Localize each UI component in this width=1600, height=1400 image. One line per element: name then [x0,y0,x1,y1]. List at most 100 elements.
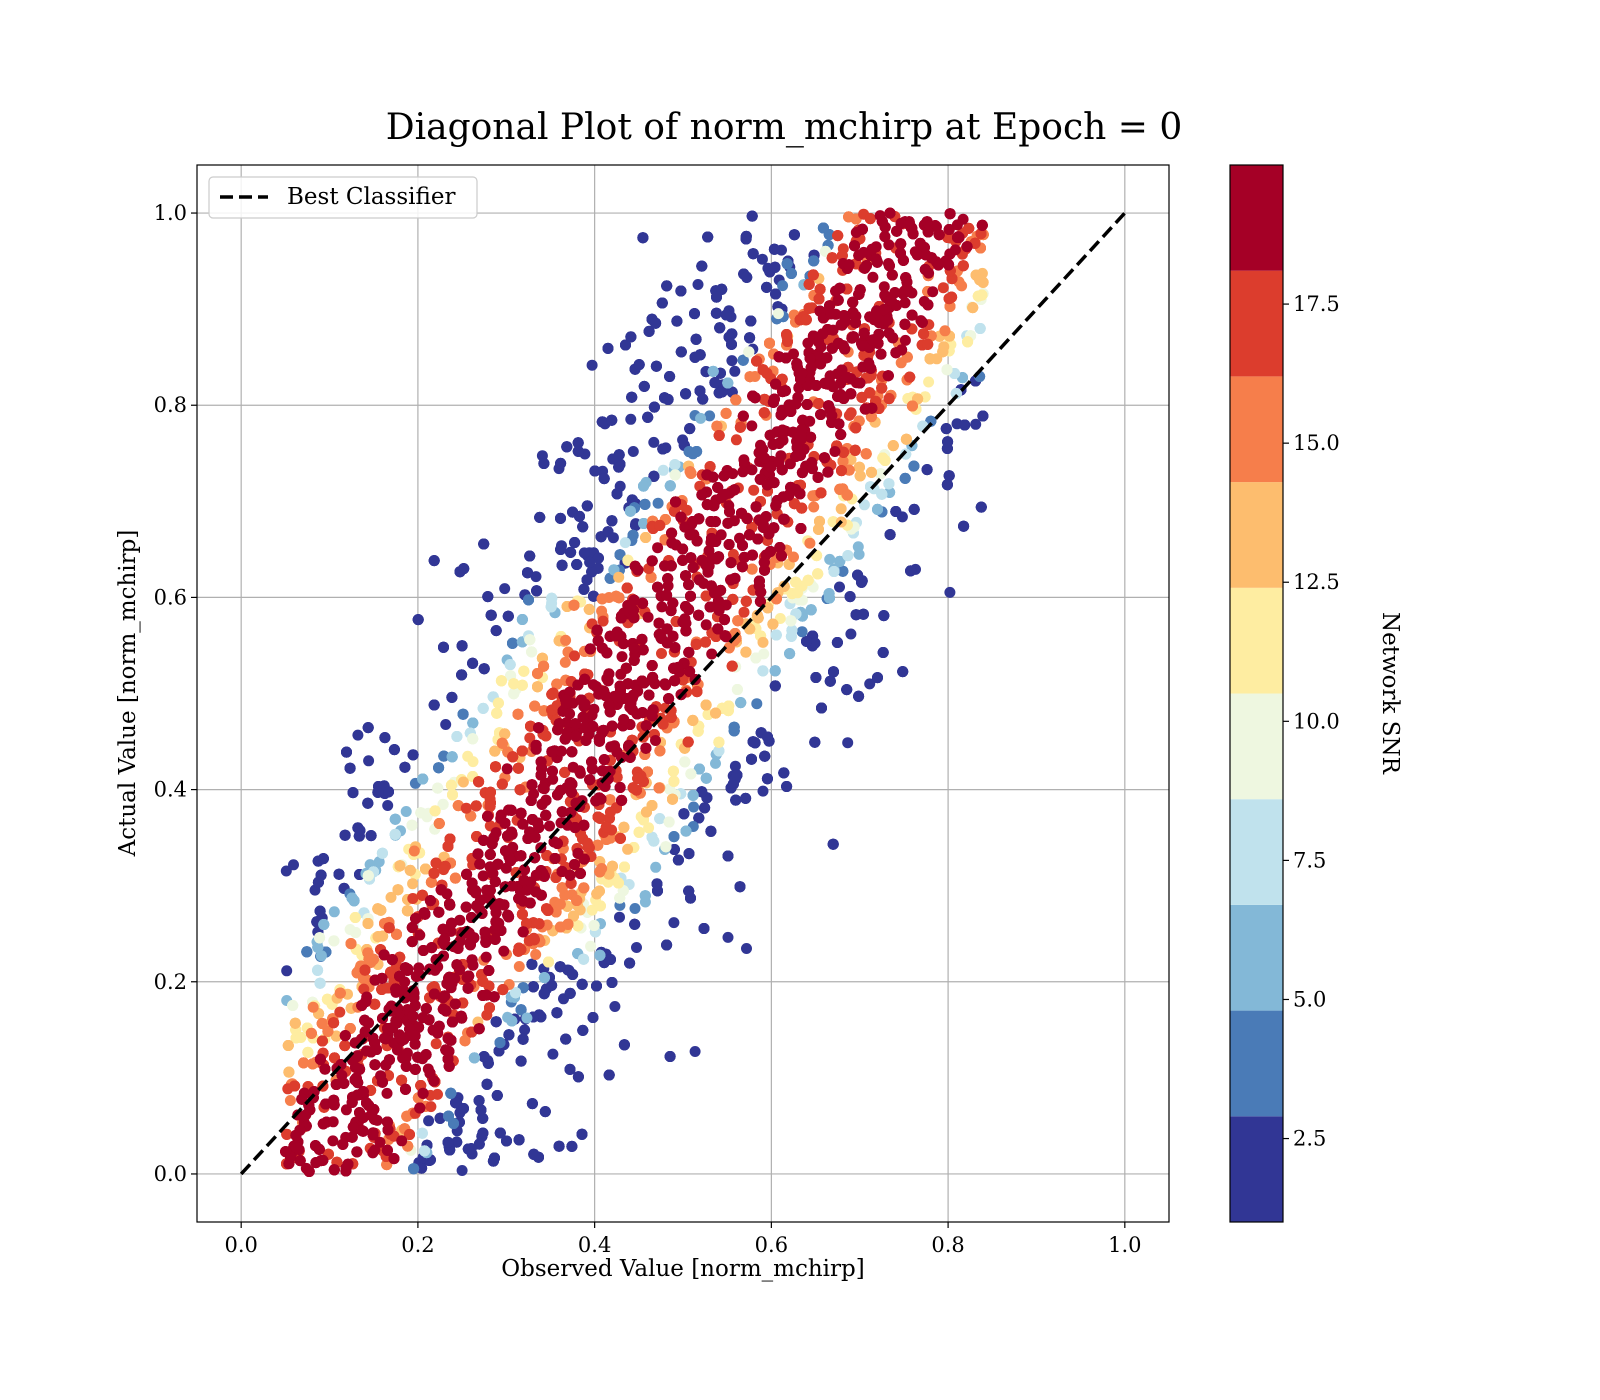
scatter-point [804,537,816,549]
scatter-point [569,537,581,548]
scatter-point [564,1063,576,1075]
scatter-point [531,585,543,597]
scatter-point [769,680,781,692]
scatter-point [619,861,630,873]
scatter-point [921,464,933,476]
scatter-point [538,988,550,1000]
scatter-point [657,443,669,455]
scatter-point [684,466,696,478]
scatter-point [555,512,566,524]
scatter-point [586,904,598,916]
scatter-point [333,868,345,880]
scatter-point [654,519,666,531]
scatter-point [598,473,610,485]
scatter-point [596,416,608,428]
scatter-point [744,371,756,383]
scatter-point [785,630,797,642]
scatter-point [698,923,710,934]
scatter-point [700,636,711,648]
scatter-point [690,638,702,650]
scatter-point [722,850,734,862]
scatter-point [735,697,747,709]
scatter-point [604,572,616,584]
scatter-point [710,707,722,719]
scatter-point [729,365,741,377]
scatter-point [884,529,896,541]
scatter-point [546,592,558,604]
scatter-point [677,434,689,446]
scatter-point [512,708,524,720]
scatter-point [298,1057,310,1069]
scatter-point [600,821,612,833]
scatter-point [437,798,449,810]
scatter-point [484,1002,495,1014]
scatter-point [726,660,738,672]
scatter-point [823,588,835,600]
scatter-point [534,511,546,523]
scatter-point [560,634,572,646]
scatter-point [801,635,812,647]
scatter-point [518,665,530,677]
scatter-point [432,1088,443,1100]
scatter-point [852,569,864,581]
scatter-point [375,904,387,916]
scatter-point [346,892,358,904]
scatter-point [546,979,558,991]
scatter-point [624,505,636,517]
scatter-point [613,571,625,583]
scatter-point [639,498,651,510]
scatter-point [683,885,695,897]
scatter-point [532,668,543,679]
scatter-point [491,707,503,719]
scatter-point [568,599,580,611]
scatter-point [487,1155,499,1167]
scatter-point [668,844,680,855]
scatter-point [433,762,445,774]
scatter-point [720,407,732,419]
scatter-point [389,828,401,840]
scatter-point [843,211,855,223]
scatter-point [288,859,299,871]
scatter-point [456,1165,468,1176]
scatter-point [363,755,375,767]
scatter-point [445,779,457,791]
scatter-point [650,317,662,329]
scatter-point [970,418,982,430]
scatter-point [788,551,799,563]
scatter-point [517,1033,529,1045]
scatter-point [974,323,986,334]
scatter-point [726,338,737,350]
scatter-point [726,355,738,367]
scatter-point [711,420,723,432]
scatter-point [784,648,796,660]
scatter-point [834,581,845,593]
scatter-point [354,825,366,836]
scatter-point [813,523,824,535]
scatter-point [481,1078,493,1090]
scatter-point [668,775,680,787]
scatter-point [606,860,618,872]
scatter-point [494,1037,506,1049]
scatter-point [808,501,820,513]
scatter-point [613,461,625,473]
scatter-point [429,805,441,817]
scatter-point [809,637,821,649]
scatter-point [693,812,705,824]
scatter-point [538,458,550,469]
scatter-point [654,745,666,757]
scatter-point [440,719,452,730]
scatter-point [459,1035,471,1047]
scatter-point [772,308,784,320]
scatter-point [640,532,652,543]
scatter-point [589,465,601,477]
scatter-point [940,423,952,435]
scatter-point [408,845,420,857]
scatter-point [638,380,650,392]
scatter-point [491,1090,503,1101]
scatter-point [842,737,854,749]
scatter-point [428,867,440,879]
scatter-point [817,222,829,234]
scatter-point [667,765,679,777]
scatter-point [477,702,489,714]
scatter-point [584,556,596,568]
